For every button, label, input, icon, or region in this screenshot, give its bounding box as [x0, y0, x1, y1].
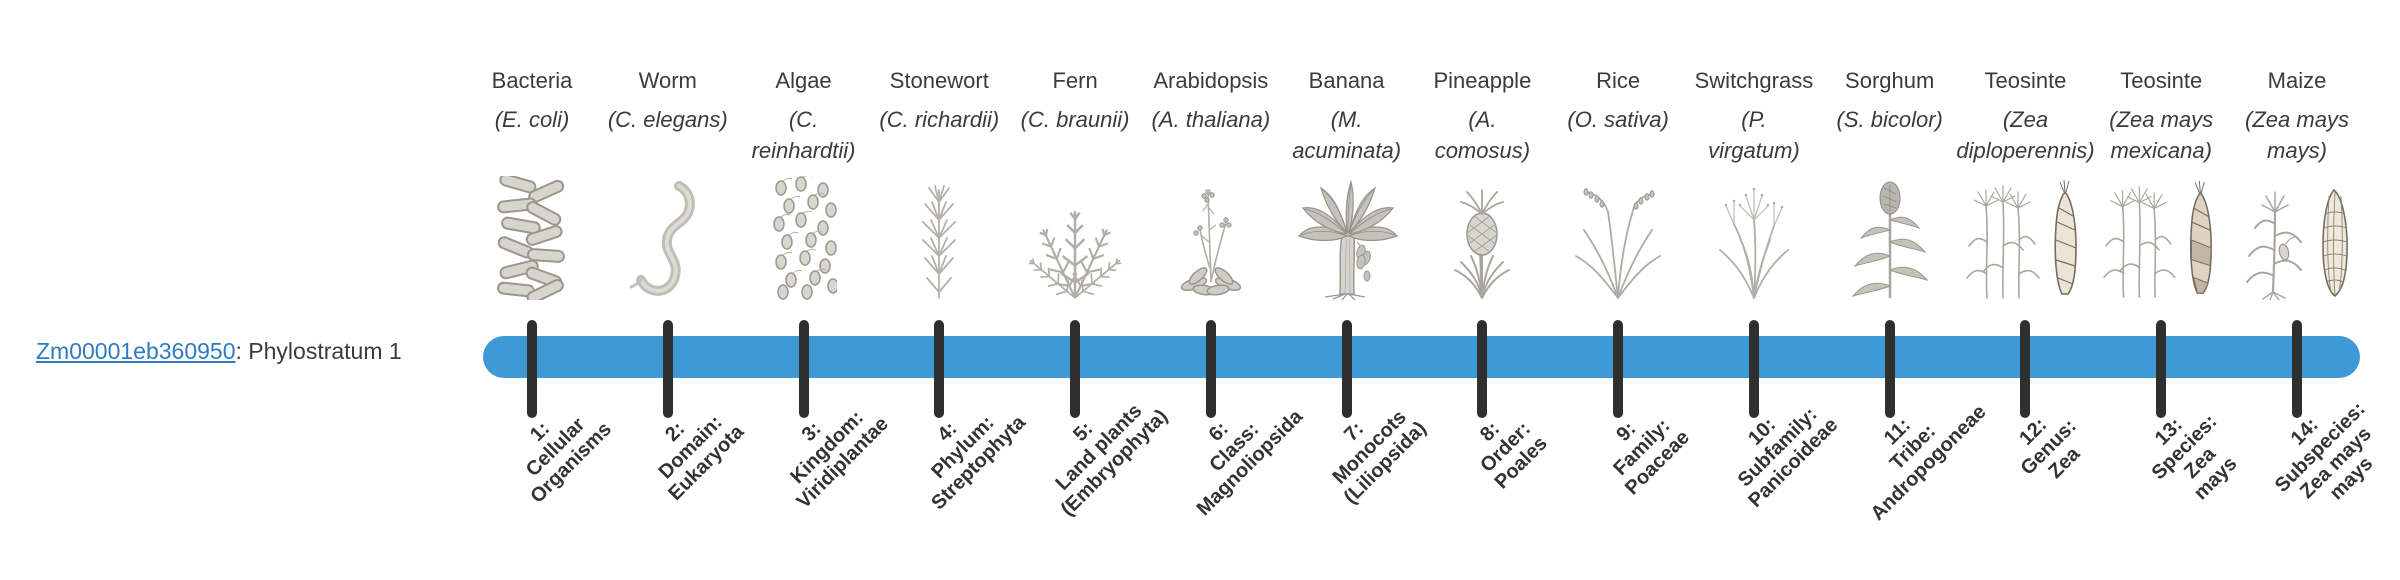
timeline-tick — [798, 320, 809, 418]
banana-icon — [1295, 178, 1399, 300]
organism-column: Rice (O. sativa) — [1530, 68, 1706, 300]
species-line: (C. elegans) — [607, 107, 728, 132]
phylostratum-label-text: 14: Subspecies: Zea mays mays — [2255, 382, 2400, 528]
gene-id-link[interactable]: Zm00001eb360950 — [36, 338, 236, 364]
organism-name: Algae — [775, 68, 832, 93]
organism-name: Stonewort — [889, 68, 989, 93]
phylostratum-text: : Phylostratum 1 — [235, 338, 402, 364]
phylostratum-bar — [483, 336, 2360, 378]
organism-column: Pineapple (A. comosus) — [1394, 68, 1570, 300]
species-line: diploperennis) — [1956, 138, 2095, 163]
organism-column: Fern (C. braunii) — [987, 68, 1163, 300]
timeline-tick — [662, 320, 673, 418]
organism-species: (Zea mays mays) — [2209, 104, 2385, 166]
organism-species: (S. bicolor) — [1802, 104, 1978, 135]
maize-icon — [2239, 178, 2355, 300]
organism-name: Worm — [638, 68, 697, 93]
rice-icon — [1570, 178, 1666, 300]
organism-species: (C. braunii) — [987, 104, 1163, 135]
species-line: (O. sativa) — [1567, 107, 1669, 132]
organism-column: Maize (Zea mays mays) — [2209, 68, 2385, 300]
species-line: (Zea — [2002, 107, 2049, 132]
species-line: virgatum) — [1708, 138, 1800, 163]
timeline-tick — [1205, 320, 1216, 418]
phylostratum-label: 14: Subspecies: Zea mays mays — [2137, 398, 2400, 512]
organism-species: (A. thaliana) — [1123, 104, 1299, 135]
organism-column: Arabidopsis (A. thaliana) — [1123, 68, 1299, 300]
species-line: acuminata) — [1292, 138, 1402, 163]
organism-name: Sorghum — [1845, 68, 1935, 93]
organism-name: Bacteria — [491, 68, 573, 93]
organism-name: Pineapple — [1433, 68, 1532, 93]
organism-column: Stonewort (C. richardii) — [851, 68, 1027, 300]
species-line: (Zea mays — [2109, 107, 2214, 132]
organism-species: (Zea mays mexicana) — [2073, 104, 2249, 166]
organism-column: Teosinte (Zea diploperennis) — [1937, 68, 2113, 300]
switchgrass-icon — [1710, 176, 1798, 300]
timeline-tick — [2020, 320, 2031, 418]
organism-name: Switchgrass — [1694, 68, 1814, 93]
species-line: (Zea mays — [2245, 107, 2349, 132]
organism-name: Teosinte — [2120, 68, 2203, 93]
species-line: (P. — [1741, 107, 1767, 132]
timeline-tick — [1070, 320, 1081, 418]
fern-icon — [1029, 180, 1121, 300]
sorghum-icon — [1847, 174, 1933, 300]
species-line: reinhardtii) — [751, 138, 856, 163]
organism-illustration — [2209, 178, 2385, 300]
timeline-tick — [2292, 320, 2302, 418]
worm-icon — [629, 180, 707, 300]
gene-label: Zm00001eb360950: Phylostratum 1 — [36, 338, 402, 365]
organism-name: Teosinte — [1984, 68, 2067, 93]
algae-icon — [771, 176, 837, 300]
teosinte-diploperennis-icon — [1965, 178, 2085, 300]
organism-column: Worm (C. elegans) — [580, 68, 756, 300]
organism-name: Rice — [1596, 68, 1641, 93]
organism-species: (M. acuminata) — [1259, 104, 1435, 166]
timeline-tick — [1613, 320, 1624, 418]
organism-column: Switchgrass (P. virgatum) — [1666, 68, 1842, 300]
timeline-tick — [2156, 320, 2167, 418]
species-line: (A. thaliana) — [1151, 107, 1271, 132]
timeline-tick — [1884, 320, 1895, 418]
stonewort-icon — [911, 176, 967, 300]
organism-column: Sorghum (S. bicolor) — [1802, 68, 1978, 300]
pineapple-icon — [1449, 176, 1515, 300]
organism-species: (Zea diploperennis) — [1937, 104, 2113, 166]
organism-species: (C. richardii) — [851, 104, 1027, 135]
organism-column: Algae (C. reinhardtii) — [716, 68, 892, 300]
organism-species: (C. reinhardtii) — [716, 104, 892, 166]
organism-species: (P. virgatum) — [1666, 104, 1842, 166]
organism-species: (C. elegans) — [580, 104, 756, 135]
organism-name: Fern — [1052, 68, 1098, 93]
organism-name: Banana — [1308, 68, 1385, 93]
timeline-tick — [527, 320, 537, 418]
organism-name: Arabidopsis — [1153, 68, 1269, 93]
organism-species: (E. coli) — [444, 104, 620, 135]
species-line: (E. coli) — [494, 107, 570, 132]
species-line: (C. braunii) — [1020, 107, 1130, 132]
species-line: (M. — [1330, 107, 1363, 132]
species-line: (C. richardii) — [879, 107, 1000, 132]
organism-name: Maize — [2267, 68, 2327, 93]
organism-column: Banana (M. acuminata) — [1259, 68, 1435, 300]
species-line: (C. — [788, 107, 819, 132]
organism-species: (O. sativa) — [1530, 104, 1706, 135]
species-line: comosus) — [1434, 138, 1531, 163]
timeline-tick — [934, 320, 945, 418]
organism-species: (A. comosus) — [1394, 104, 1570, 166]
species-line: mexicana) — [2110, 138, 2212, 163]
species-line: (S. bicolor) — [1836, 107, 1943, 132]
timeline-tick — [1748, 320, 1759, 418]
organism-column: Teosinte (Zea mays mexicana) — [2073, 68, 2249, 300]
arabidopsis-icon — [1176, 178, 1246, 300]
teosinte-mexicana-icon — [2102, 178, 2220, 300]
species-line: (A. — [1468, 107, 1497, 132]
timeline-tick — [1341, 320, 1352, 418]
species-line: mays) — [2267, 138, 2327, 163]
timeline-tick — [1477, 320, 1488, 418]
bacteria-icon — [496, 176, 568, 300]
organism-column: Bacteria (E. coli) — [444, 68, 620, 300]
